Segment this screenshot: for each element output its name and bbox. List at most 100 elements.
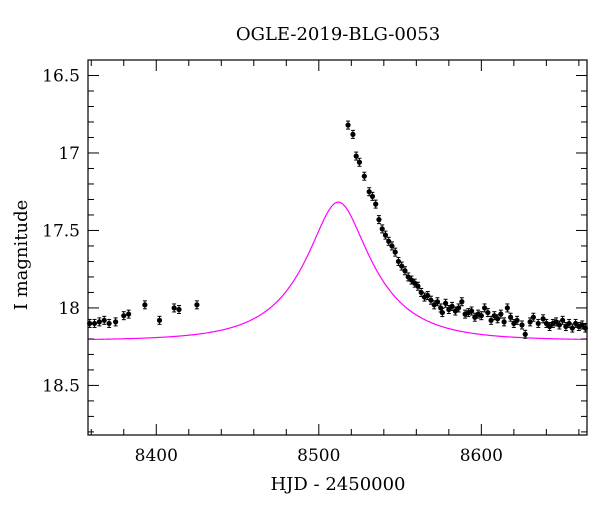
y-tick-label: 18.5 <box>42 376 80 396</box>
data-point <box>373 199 379 209</box>
data-point <box>434 297 441 307</box>
data-marker <box>389 243 395 249</box>
data-marker <box>428 297 434 303</box>
data-marker <box>345 122 351 128</box>
data-point <box>514 315 520 325</box>
data-point <box>449 301 455 311</box>
data-marker <box>566 320 572 327</box>
tick-labels: 8400 8500 8600 16.5 17 17.5 18 18.5 <box>42 66 503 466</box>
data-marker <box>449 303 455 309</box>
data-marker <box>121 313 127 319</box>
data-marker <box>156 317 163 323</box>
data-marker <box>91 320 98 327</box>
data-point <box>142 300 148 310</box>
data-point <box>399 261 405 271</box>
data-marker <box>376 217 382 223</box>
y-axis-label: I magnitude <box>11 200 32 311</box>
data-point <box>530 312 536 322</box>
chart-title: OGLE-2019-BLG-0053 <box>236 24 440 45</box>
data-point <box>96 317 102 327</box>
data-marker <box>392 249 398 255</box>
data-point <box>428 295 434 305</box>
y-tick-label: 18 <box>58 299 80 319</box>
data-point <box>560 315 566 325</box>
data-point <box>176 304 182 314</box>
data-marker <box>395 258 402 265</box>
data-point <box>91 318 98 328</box>
data-marker <box>171 305 177 311</box>
data-marker <box>530 314 536 320</box>
data-point <box>156 315 163 325</box>
data-point <box>171 303 177 313</box>
data-marker <box>459 299 465 305</box>
data-point <box>498 309 504 319</box>
x-axis-label: HJD - 2450000 <box>270 474 405 495</box>
data-marker <box>399 263 405 269</box>
data-point <box>379 224 385 234</box>
data-marker <box>434 299 441 305</box>
data-marker <box>488 317 494 323</box>
data-marker <box>379 226 385 232</box>
data-marker <box>369 193 376 199</box>
data-marker <box>126 311 132 317</box>
data-point <box>439 308 445 318</box>
data-marker <box>442 300 449 306</box>
data-marker <box>498 311 504 317</box>
data-marker <box>569 325 575 331</box>
data-marker <box>514 317 520 323</box>
data-marker <box>402 268 408 274</box>
data-marker <box>540 316 546 322</box>
x-tick-label: 8600 <box>460 446 503 466</box>
data-marker <box>527 319 533 325</box>
data-point <box>540 314 546 324</box>
data-point <box>106 318 112 328</box>
data-point <box>126 309 132 319</box>
data-marker <box>361 173 367 179</box>
data-marker <box>439 309 445 316</box>
data-marker <box>96 319 102 325</box>
data-marker <box>366 189 372 195</box>
data-marker <box>176 306 182 313</box>
data-marker <box>501 319 507 325</box>
data-point <box>356 157 363 167</box>
plot-frame <box>87 59 588 436</box>
y-tick-label: 17 <box>58 144 80 164</box>
data-marker <box>418 289 424 296</box>
data-marker <box>415 283 421 289</box>
data-marker <box>455 305 462 311</box>
data-point <box>389 241 395 251</box>
data-marker <box>382 232 389 238</box>
axis-ticks <box>88 59 587 435</box>
data-marker <box>113 319 119 325</box>
plot-area <box>87 120 588 341</box>
data-marker <box>425 292 431 299</box>
data-point <box>522 329 528 339</box>
data-point <box>121 311 127 321</box>
data-point <box>113 317 119 327</box>
data-point <box>382 230 389 240</box>
data-marker <box>194 302 200 308</box>
y-tick-label: 16.5 <box>42 66 80 86</box>
data-point <box>361 171 367 181</box>
data-point <box>455 303 462 313</box>
data-point <box>535 318 541 328</box>
data-marker <box>373 201 379 207</box>
data-marker <box>504 305 510 311</box>
data-point <box>353 151 359 161</box>
data-point <box>194 300 200 310</box>
data-point <box>519 320 525 330</box>
data-marker <box>495 316 501 322</box>
data-marker <box>468 308 475 314</box>
data-marker <box>386 238 392 244</box>
x-tick-label: 8400 <box>135 446 178 466</box>
x-tick-label: 8500 <box>297 446 340 466</box>
data-point <box>415 281 421 291</box>
data-marker <box>508 314 514 320</box>
data-marker <box>560 317 566 323</box>
data-marker <box>481 305 488 311</box>
data-marker <box>356 159 363 165</box>
data-point <box>350 129 356 139</box>
data-point <box>442 298 449 308</box>
data-point <box>392 247 398 257</box>
